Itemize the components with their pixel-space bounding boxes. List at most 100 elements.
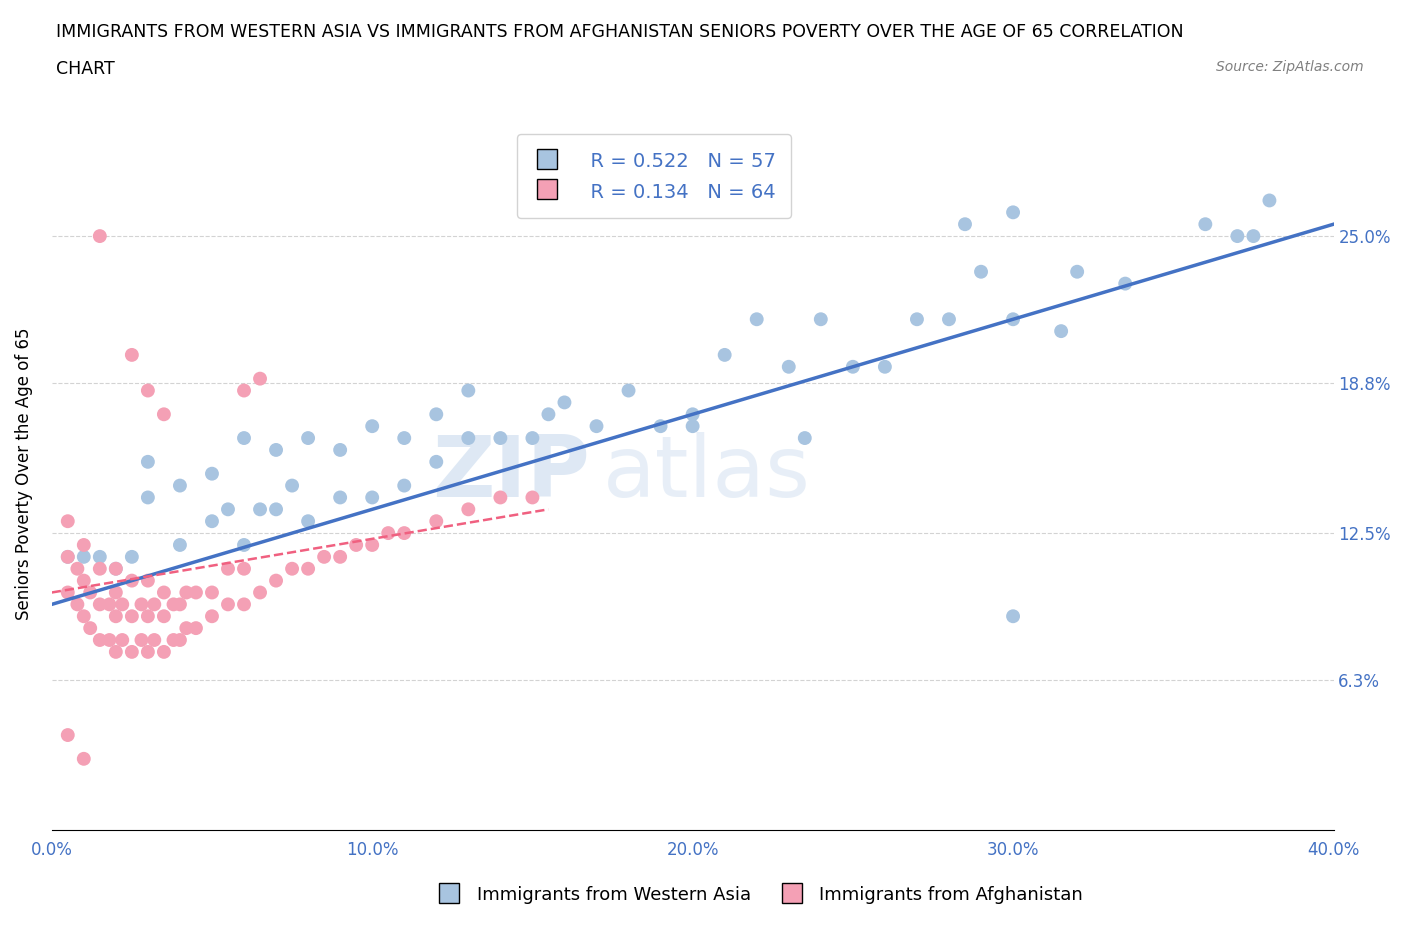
Point [121,644,143,659]
Point [131,597,153,612]
Legend: Immigrants from Western Asia, Immigrants from Afghanistan: Immigrants from Western Asia, Immigrants… [427,878,1091,911]
Point [1226,229,1249,244]
Text: atlas: atlas [603,432,811,515]
Point [153,609,176,624]
Point [136,644,159,659]
Point [136,383,159,398]
Point [617,383,640,398]
Point [489,490,512,505]
Point [169,632,191,647]
Point [425,406,447,421]
Point [249,502,271,517]
Point [233,562,256,577]
Point [1241,229,1264,244]
Point [314,550,336,565]
Point [169,597,191,612]
Text: IMMIGRANTS FROM WESTERN ASIA VS IMMIGRANTS FROM AFGHANISTAN SENIORS POVERTY OVER: IMMIGRANTS FROM WESTERN ASIA VS IMMIGRAN… [56,23,1184,41]
Point [522,431,544,445]
Point [745,312,768,326]
Point [131,632,153,647]
Point [136,455,159,470]
Point [104,609,127,624]
Point [970,264,993,279]
Point [73,538,96,552]
Point [778,359,800,374]
Point [361,538,384,552]
Point [394,525,416,540]
Point [169,478,191,493]
Point [73,573,96,588]
Point [73,751,96,766]
Point [281,562,304,577]
Point [98,632,121,647]
Point [682,406,704,421]
Point [1002,312,1025,326]
Point [79,620,101,635]
Point [56,550,79,565]
Point [1194,217,1216,232]
Point [184,585,207,600]
Point [264,443,287,458]
Point [329,443,352,458]
Point [553,395,575,410]
Point [249,371,271,386]
Point [98,597,121,612]
Point [56,585,79,600]
Point [184,620,207,635]
Point [264,573,287,588]
Point [104,562,127,577]
Point [89,597,111,612]
Point [297,513,319,528]
Point [249,585,271,600]
Point [73,550,96,565]
Point [104,562,127,577]
Point [873,359,896,374]
Point [329,490,352,505]
Point [201,585,224,600]
Point [522,490,544,505]
Text: ZIP: ZIP [432,432,591,515]
Point [89,632,111,647]
Point [89,550,111,565]
Point [361,418,384,433]
Point [136,609,159,624]
Point [233,431,256,445]
Point [233,538,256,552]
Point [66,597,89,612]
Point [713,348,735,363]
Point [1002,205,1025,219]
Point [297,562,319,577]
Point [425,455,447,470]
Point [650,418,672,433]
Point [457,502,479,517]
Text: Source: ZipAtlas.com: Source: ZipAtlas.com [1216,60,1364,74]
Point [793,431,815,445]
Point [136,573,159,588]
Point [537,406,560,421]
Point [361,490,384,505]
Point [121,573,143,588]
Point [953,217,976,232]
Point [1050,324,1073,339]
Point [162,597,184,612]
Point [233,597,256,612]
Point [121,609,143,624]
Point [89,562,111,577]
Point [79,585,101,600]
Point [377,525,399,540]
Point [153,644,176,659]
Point [121,348,143,363]
Point [842,359,865,374]
Point [111,597,134,612]
Point [217,562,239,577]
Point [1258,193,1281,208]
Point [56,550,79,565]
Point [585,418,607,433]
Point [136,490,159,505]
Point [73,609,96,624]
Point [394,431,416,445]
Point [264,502,287,517]
Point [1114,276,1136,291]
Point [89,229,111,244]
Text: CHART: CHART [56,60,115,78]
